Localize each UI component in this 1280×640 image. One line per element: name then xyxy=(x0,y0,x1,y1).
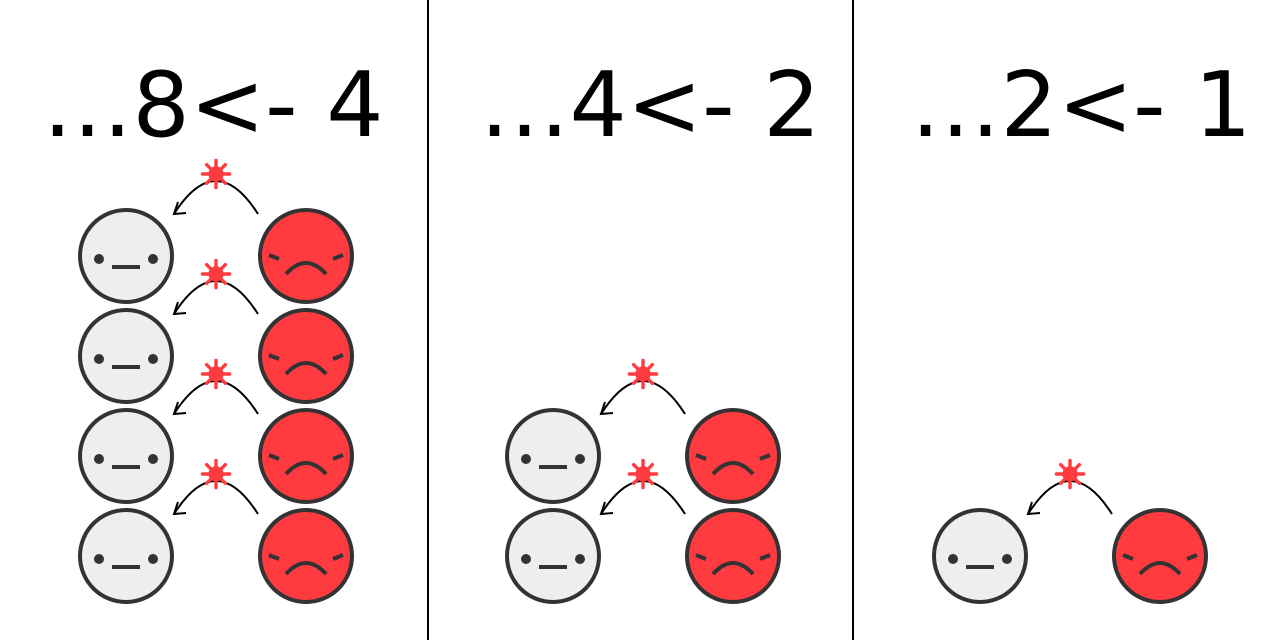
virus-icon xyxy=(200,258,232,290)
sad-face-icon xyxy=(258,208,354,304)
neutral-face-icon xyxy=(505,408,601,504)
sad-face-icon xyxy=(258,308,354,404)
figures xyxy=(78,158,1208,604)
virus-icon xyxy=(200,358,232,390)
arrowhead-icon xyxy=(172,501,187,516)
sad-face-icon xyxy=(685,508,781,604)
arrowhead-icon xyxy=(1026,501,1041,516)
arrowhead-icon xyxy=(172,401,187,416)
panel-dividers xyxy=(427,0,854,640)
sad-face-icon xyxy=(1112,508,1208,604)
arrowhead-icon xyxy=(172,201,187,216)
neutral-face-icon xyxy=(78,508,174,604)
sad-face-icon xyxy=(258,408,354,504)
neutral-face-icon xyxy=(78,308,174,404)
neutral-face-icon xyxy=(78,408,174,504)
panel-1-title: …8<- 4 xyxy=(42,53,383,158)
sad-face-icon xyxy=(258,508,354,604)
sad-face-icon xyxy=(685,408,781,504)
virus-icon xyxy=(1054,458,1086,490)
virus-icon xyxy=(627,358,659,390)
panel-3-title: …2<- 1 xyxy=(910,53,1251,158)
virus-icon xyxy=(627,458,659,490)
arrowhead-icon xyxy=(599,501,614,516)
arrowhead-icon xyxy=(599,401,614,416)
virus-icon xyxy=(200,458,232,490)
arrowhead-icon xyxy=(172,301,187,316)
neutral-face-icon xyxy=(932,508,1028,604)
neutral-face-icon xyxy=(78,208,174,304)
virus-icon xyxy=(200,158,232,190)
neutral-face-icon xyxy=(505,508,601,604)
panel-2-title: …4<- 2 xyxy=(479,53,820,158)
